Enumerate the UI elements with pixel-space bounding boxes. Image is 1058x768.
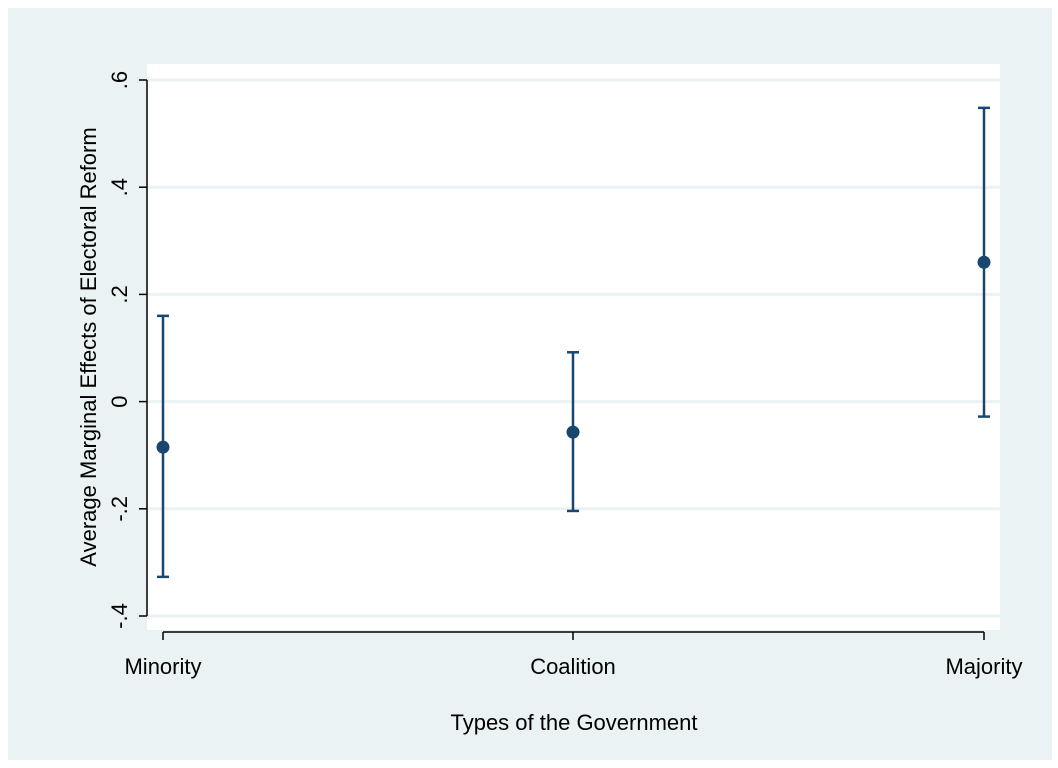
point-estimate-minority (156, 440, 170, 454)
x-tick-label-minority: Minority (124, 654, 201, 679)
y-tick-label: -.2 (107, 496, 132, 522)
y-tick-label: .2 (107, 285, 132, 303)
y-tick-label: -.4 (107, 603, 132, 629)
y-tick-label: .4 (107, 178, 132, 196)
y-tick-label: .6 (107, 71, 132, 89)
x-tick-labels: Minority Coalition Majority (124, 654, 1022, 679)
axes (139, 79, 985, 640)
point-estimate-majority (977, 255, 991, 269)
plot-area (147, 64, 1000, 630)
y-axis-label: Average Marginal Effects of Electoral Re… (76, 127, 101, 566)
x-tick-label-majority: Majority (945, 654, 1022, 679)
point-estimate-coalition (566, 425, 580, 439)
point-estimates (156, 255, 991, 454)
y-tick-label: 0 (107, 395, 132, 407)
y-tick-labels: -.4 -.2 0 .2 .4 .6 (107, 71, 132, 629)
x-tick-label-coalition: Coalition (530, 654, 616, 679)
x-axis-label: Types of the Government (450, 710, 697, 735)
